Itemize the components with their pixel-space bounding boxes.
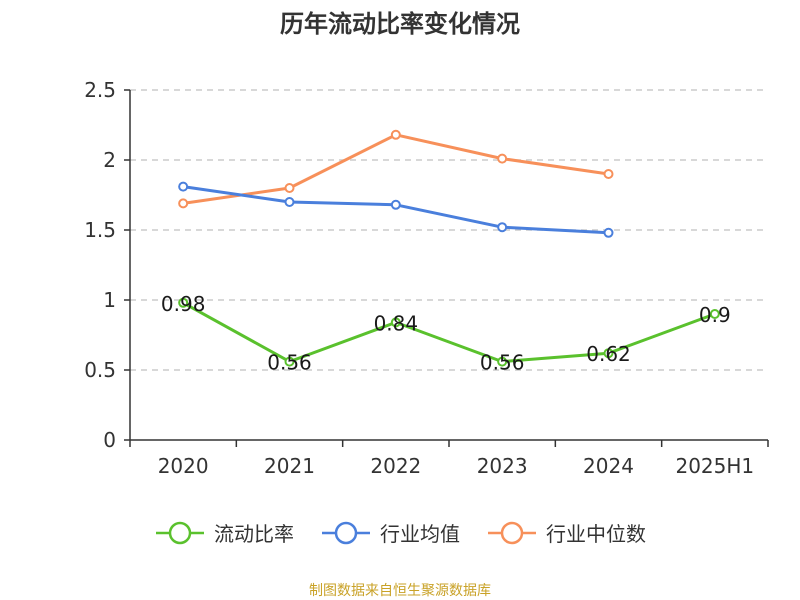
x-tick-label: 2021 (264, 454, 315, 478)
series-lines (178, 129, 720, 367)
legend-label: 行业均值 (380, 522, 460, 546)
data-label: 0.84 (374, 311, 419, 335)
data-point (497, 356, 508, 367)
legend-marker-circle (168, 521, 192, 544)
legend: 流动比率 行业均值 行业中位数 (0, 518, 800, 547)
x-tick-label: 2024 (583, 454, 634, 478)
y-tick-label: 1 (103, 288, 116, 312)
data-point (284, 356, 295, 367)
x-tick-label: 2022 (370, 454, 421, 478)
data-point (178, 297, 189, 308)
data-point (178, 198, 189, 209)
data-point (390, 199, 401, 210)
data-point (390, 129, 401, 140)
y-tick-label: 2.5 (84, 78, 116, 102)
data-point (390, 317, 401, 328)
source-note: 制图数据来自恒生聚源数据库 (309, 583, 491, 599)
data-point (709, 309, 720, 319)
x-tick-label: 2023 (477, 454, 528, 478)
y-tick-label: 0.5 (84, 358, 116, 382)
legend-marker (322, 521, 370, 544)
data-point (284, 183, 295, 193)
data-point (284, 197, 295, 207)
x-tick-label: 2020 (158, 454, 209, 478)
data-point (497, 222, 508, 233)
legend-marker-circle (500, 521, 524, 544)
data-point (178, 181, 189, 192)
data-label: 0.98 (161, 292, 206, 316)
legend-marker-circle (334, 521, 358, 544)
y-tick-label: 2 (103, 148, 116, 172)
legend-label: 流动比率 (214, 522, 294, 546)
data-point (497, 153, 508, 164)
axes: 0 0.5 1 1.5 2 2.5 2020 2021 2022 2023 2024 2025H1 (84, 78, 769, 478)
data-point (603, 227, 614, 238)
series-line (182, 301, 716, 364)
legend-label: 行业中位数 (546, 522, 646, 546)
data-labels: 0.98 0.56 0.84 0.56 0.62 0.9 (161, 292, 731, 375)
data-label: 0.62 (586, 342, 631, 366)
y-tick-label: 1.5 (84, 218, 116, 242)
legend-marker (156, 521, 204, 544)
chart-title: 历年流动比率变化情况 (280, 10, 520, 38)
legend-item[interactable]: 流动比率 (154, 518, 294, 547)
y-tick-label: 0 (103, 428, 116, 452)
data-label: 0.9 (699, 303, 731, 327)
legend-marker (488, 521, 536, 544)
x-tick-label: 2025H1 (675, 454, 754, 478)
grid-lines (130, 89, 768, 371)
data-point (603, 348, 614, 359)
data-point (603, 169, 614, 179)
data-label: 0.56 (267, 351, 312, 375)
data-label: 0.56 (480, 351, 525, 375)
series-line (182, 133, 609, 205)
legend-item[interactable]: 行业均值 (320, 518, 460, 547)
legend-item[interactable]: 行业中位数 (486, 518, 646, 547)
